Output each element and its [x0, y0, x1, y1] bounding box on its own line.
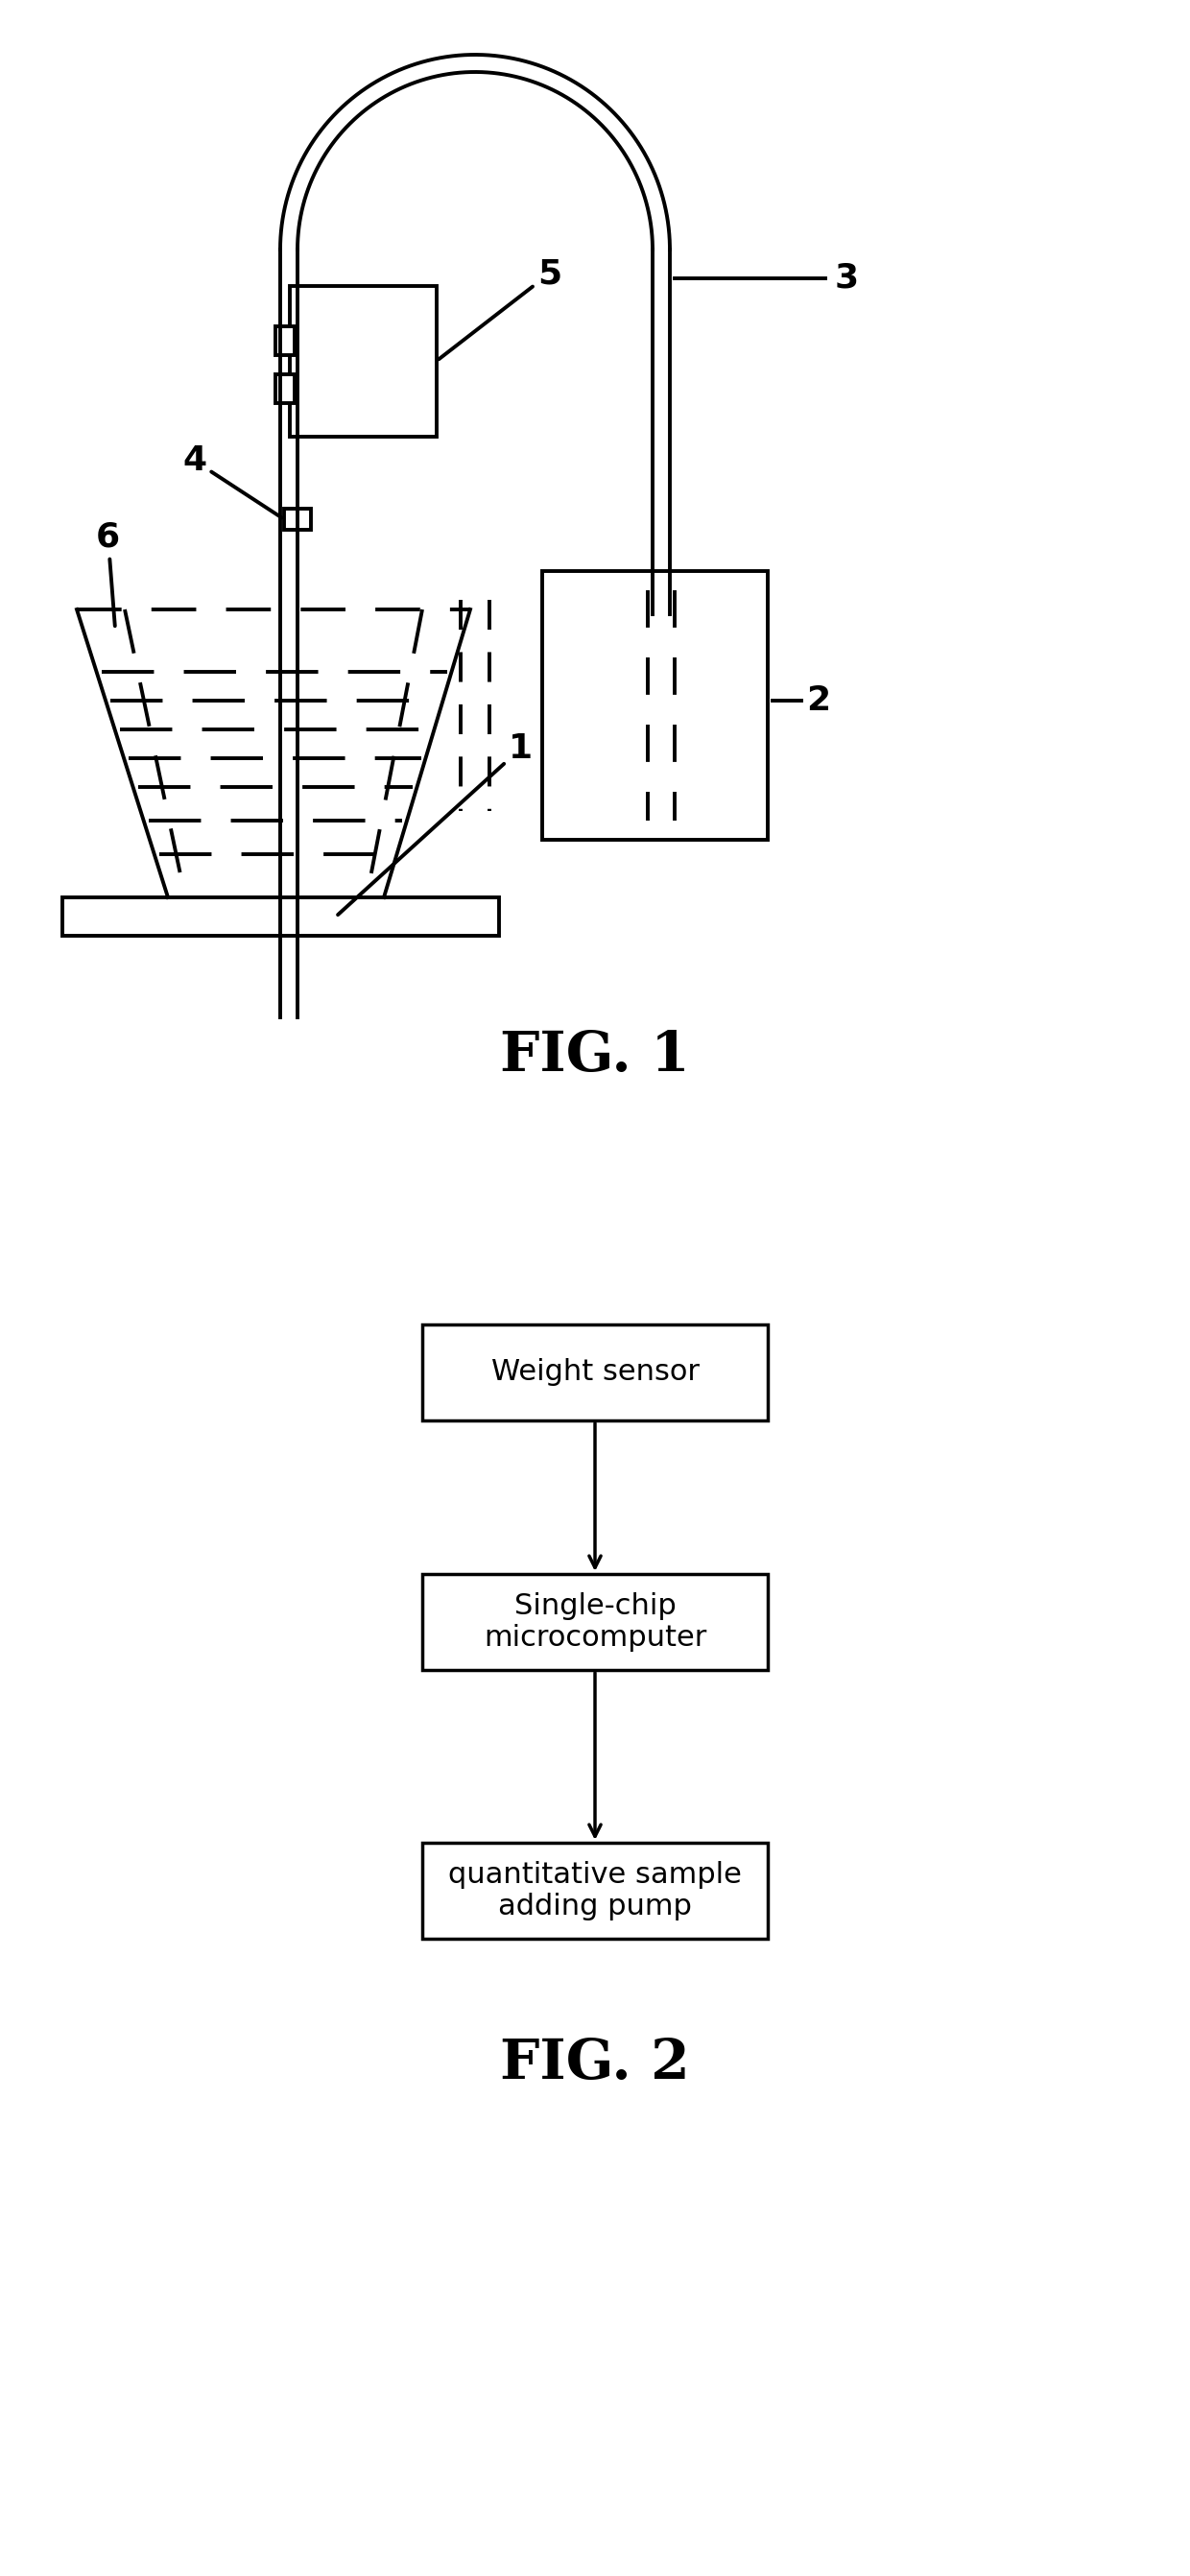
- Text: FIG. 2: FIG. 2: [500, 2038, 690, 2089]
- Text: quantitative sample
adding pump: quantitative sample adding pump: [449, 1860, 741, 1922]
- Text: 6: 6: [96, 520, 120, 626]
- Bar: [422, 1842, 768, 1940]
- Bar: [284, 507, 311, 531]
- Text: 4: 4: [182, 446, 282, 518]
- Text: FIG. 1: FIG. 1: [500, 1028, 690, 1082]
- Bar: [275, 374, 295, 402]
- Text: 2: 2: [806, 685, 831, 716]
- Text: Weight sensor: Weight sensor: [490, 1358, 700, 1386]
- Text: 5: 5: [439, 258, 562, 358]
- Bar: [422, 1324, 768, 1419]
- Text: 3: 3: [835, 263, 859, 294]
- Text: Single-chip
microcomputer: Single-chip microcomputer: [483, 1592, 707, 1651]
- Bar: [275, 327, 295, 355]
- Bar: [62, 896, 499, 935]
- Bar: [422, 1574, 768, 1669]
- Text: 1: 1: [338, 732, 533, 914]
- Bar: [543, 572, 768, 840]
- Bar: [290, 286, 437, 438]
